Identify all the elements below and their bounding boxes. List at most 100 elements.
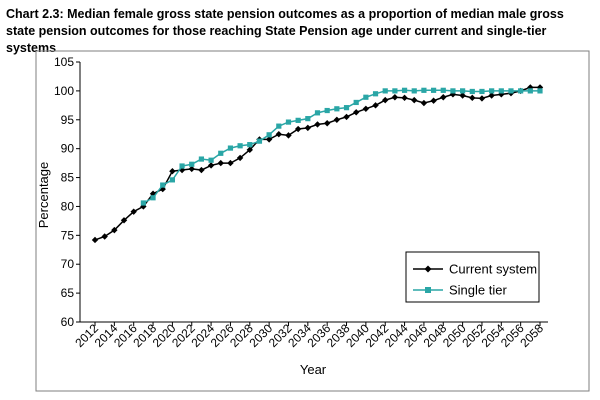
data-point [169,177,175,183]
data-point [227,159,234,167]
data-point [440,87,446,93]
data-point [420,99,428,107]
data-point [314,110,321,116]
data-point [179,163,185,169]
x-tick-label: 2058 [517,321,546,350]
chart-title: Chart 2.3: Median female gross state pen… [6,7,564,55]
y-tick-label: 75 [61,228,75,242]
x-axis-title: Year [300,362,327,377]
data-point [488,92,495,99]
data-point [208,157,214,163]
data-point [430,87,437,93]
y-axis-title: Percentage [36,162,51,229]
legend-box [405,251,540,303]
data-point [372,102,379,109]
data-point [391,94,399,101]
data-point [392,88,398,94]
data-point [101,233,108,240]
data-point [285,119,292,125]
data-point [508,88,514,94]
data-point [218,150,224,156]
data-point [352,109,360,116]
legend-swatch-marker [424,265,432,273]
data-point [294,125,302,133]
y-tick-label: 95 [61,113,75,127]
legend-label: Current system [449,262,537,277]
data-point [334,106,340,112]
data-point [421,87,427,93]
data-point [237,143,243,149]
data-point [333,116,341,123]
data-point [266,132,272,138]
data-point [130,208,137,215]
data-point [382,96,389,104]
data-point [537,88,543,94]
data-point [323,120,331,127]
data-point [498,88,504,94]
data-point [275,131,283,138]
data-point [527,88,533,94]
data-point [411,96,418,104]
data-point [489,88,495,94]
data-point [198,166,205,174]
data-point [120,217,128,224]
data-point [276,123,282,129]
data-point [256,138,263,144]
data-point [478,95,486,102]
data-point [324,107,330,114]
series-line-single-tier [143,89,540,204]
data-point [169,168,176,175]
data-point [382,88,388,94]
data-point [189,161,195,167]
data-point [401,94,408,102]
data-point [111,226,118,234]
data-point [265,136,273,143]
legend: Current system Single tier [405,251,540,303]
data-point [430,97,437,104]
data-point [469,88,475,95]
data-point [304,124,312,132]
series-layer [91,84,544,244]
y-tick-label: 90 [61,142,75,156]
data-point [305,116,311,122]
data-point [295,117,301,123]
y-tick-label: 65 [61,286,75,300]
data-point [353,99,359,106]
data-point [207,162,215,169]
data-point [91,236,99,244]
y-tick-label: 100 [54,84,74,98]
data-point [460,88,466,94]
data-point [217,159,224,167]
y-tick-label: 85 [61,171,75,185]
data-point [236,154,244,162]
data-point [285,132,292,139]
y-tick-label: 70 [61,257,75,271]
data-point [518,88,524,94]
plot-frame [35,50,590,392]
data-point [198,156,205,162]
data-point [459,92,466,99]
data-point [372,91,379,97]
data-point [188,165,195,173]
data-point [343,113,350,121]
data-point [246,146,253,154]
data-point [411,88,417,94]
data-point [227,145,234,151]
data-point [247,142,253,148]
data-point [363,94,369,100]
data-point [140,200,146,206]
data-point [343,105,350,111]
data-point [450,88,456,94]
y-tick-label: 60 [61,315,75,329]
y-tick-label: 105 [54,55,74,69]
data-point [362,105,370,112]
legend-label: Single tier [449,283,507,298]
data-point [469,94,476,102]
data-point [150,195,156,201]
data-point [314,121,321,128]
legend-swatch-marker [425,287,431,293]
data-point [440,94,447,101]
data-point [479,88,485,95]
data-point [401,87,408,93]
